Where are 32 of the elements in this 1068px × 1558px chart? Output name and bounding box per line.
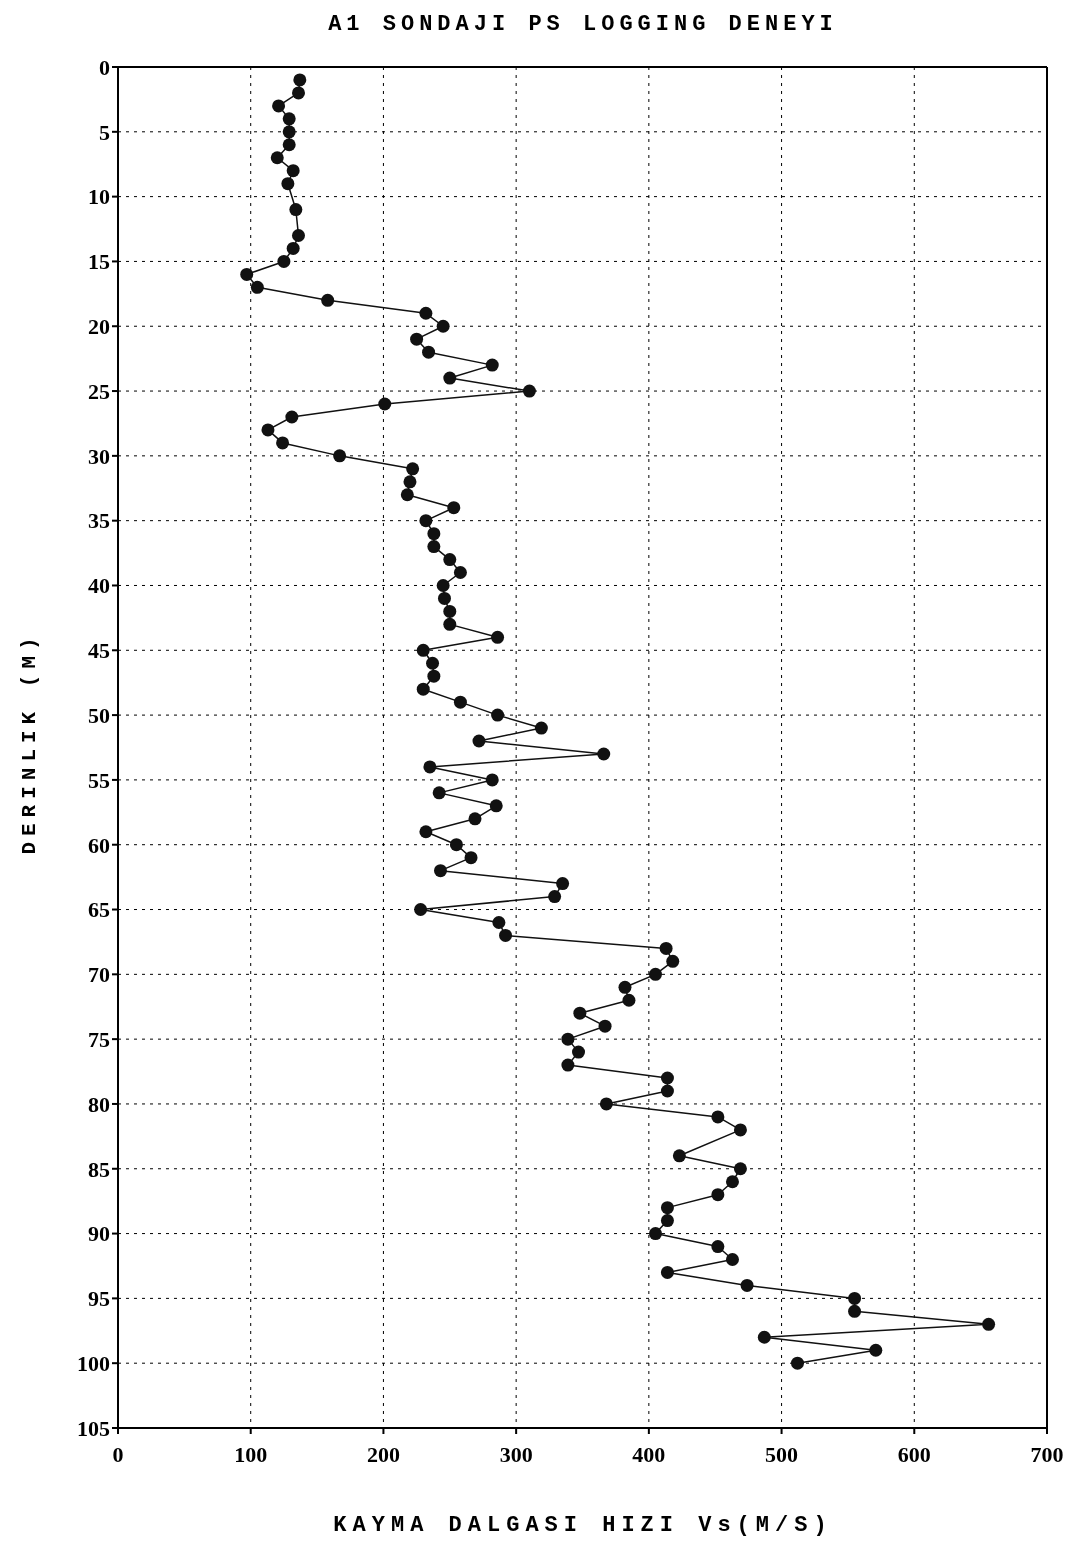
y-tick-label: 60 <box>88 832 110 858</box>
y-tick-label: 80 <box>88 1091 110 1117</box>
x-tick-label: 200 <box>366 1441 400 1467</box>
x-tick-label: 400 <box>632 1441 666 1467</box>
y-tick-label: 85 <box>88 1156 110 1182</box>
y-tick-label: 0 <box>99 54 110 80</box>
y-tick-label: 90 <box>88 1221 110 1247</box>
y-tick-label: 30 <box>88 443 110 469</box>
y-axis-title: DERINLIK (M) <box>17 631 41 855</box>
y-tick-label: 25 <box>88 378 110 404</box>
chart-title: A1 SONDAJI PS LOGGING DENEYI <box>327 12 839 37</box>
x-tick-label: 100 <box>234 1441 268 1467</box>
y-tick-label: 50 <box>88 702 110 728</box>
y-tick-label: 70 <box>88 962 110 988</box>
y-tick-label: 40 <box>88 573 110 599</box>
y-tick-label: 100 <box>77 1351 110 1376</box>
y-tick-label: 35 <box>88 508 110 534</box>
y-tick-label: 20 <box>88 314 110 340</box>
x-axis-title: KAYMA DALGASI HIZI Vs(M/S) <box>332 1513 834 1538</box>
y-tick-label: 10 <box>88 184 110 210</box>
y-tick-label: 75 <box>88 1026 110 1052</box>
y-tick-label: 45 <box>88 638 110 664</box>
y-tick-label: 95 <box>88 1286 110 1312</box>
x-tick-label: 600 <box>897 1441 931 1467</box>
y-tick-label: 65 <box>88 897 110 923</box>
y-tick-label: 5 <box>99 119 110 145</box>
x-tick-label: 700 <box>1030 1441 1064 1467</box>
y-tick-label: 55 <box>88 767 110 793</box>
y-tick-label: 105 <box>77 1415 110 1441</box>
x-tick-label: 500 <box>765 1441 799 1467</box>
x-tick-label: 300 <box>499 1441 533 1467</box>
y-tick-label: 15 <box>88 249 110 275</box>
